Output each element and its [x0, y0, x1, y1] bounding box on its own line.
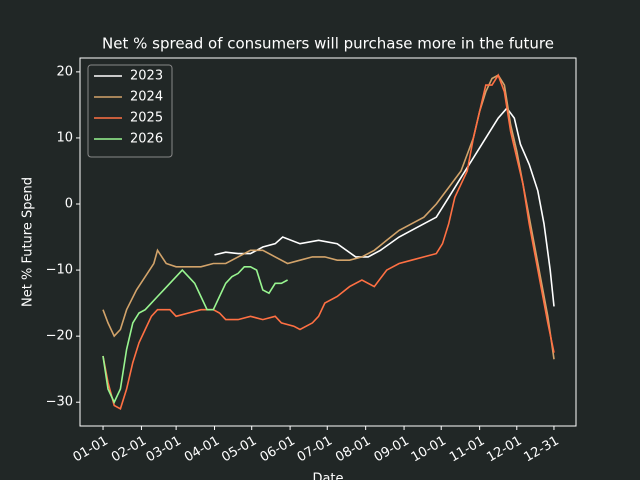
legend-label: 2024: [130, 90, 163, 105]
x-axis-label: Date: [312, 472, 343, 480]
series-line: [102, 74, 555, 360]
legend-label: 2025: [130, 111, 163, 126]
series-line: [214, 106, 555, 307]
series-line: [102, 266, 288, 405]
y-axis-label: Net % Future Spend: [21, 177, 36, 307]
y-tick-label: 0: [65, 197, 73, 212]
y-tick-label: 20: [56, 64, 73, 79]
legend-label: 2023: [130, 69, 163, 84]
y-tick-label: −20: [46, 329, 73, 344]
chart-title: Net % spread of consumers will purchase …: [102, 35, 554, 53]
y-tick-label: −30: [46, 395, 73, 410]
series-line: [102, 73, 555, 410]
y-tick-label: 10: [56, 130, 73, 145]
y-tick-label: −10: [46, 263, 73, 278]
legend-label: 2026: [130, 132, 163, 147]
legend-box: [87, 64, 173, 158]
